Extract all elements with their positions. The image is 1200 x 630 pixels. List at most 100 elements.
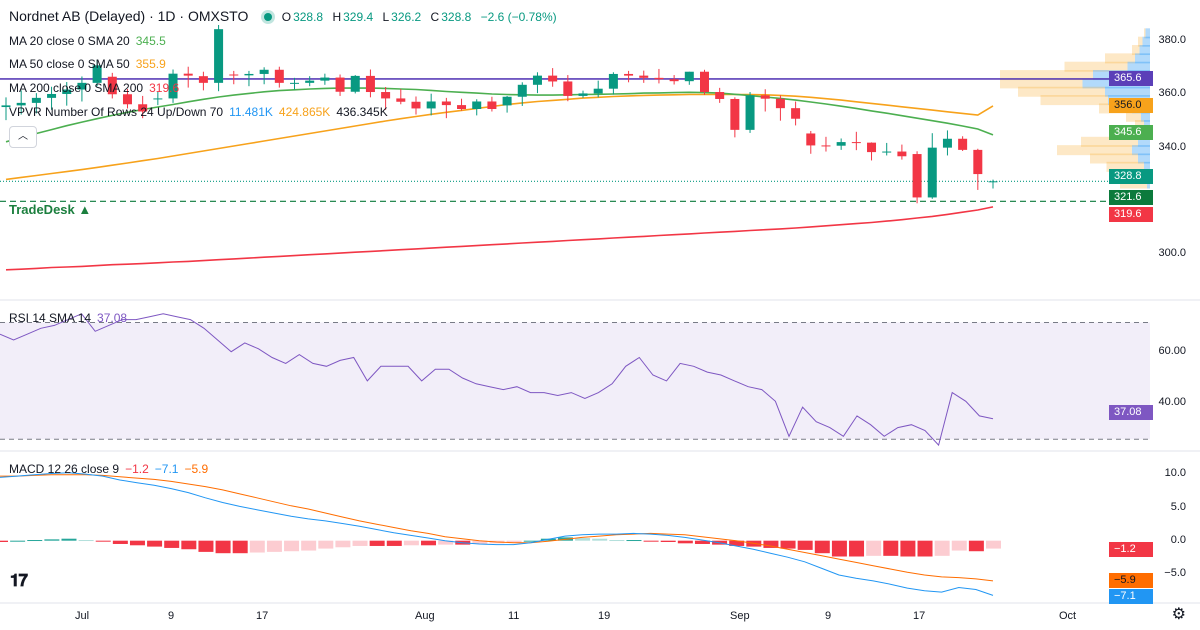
candle-body [973,149,983,175]
ma200-legend-label: MA 200 close 0 SMA 200 [9,81,144,95]
vpvr-legend[interactable]: VPVR Number Of Rows 24 Up/Down 70 11.481K… [9,105,394,119]
tradedesk-label[interactable]: TradeDesk ▲ [9,202,92,217]
candle-body [775,98,785,109]
candle-body [47,93,57,98]
candle-body [305,80,315,83]
candle-body [821,145,831,147]
macd-histogram-bar [78,540,94,542]
x-tick: 11 [508,610,520,622]
candle-body [912,154,922,198]
vpvr-down-bar [1018,86,1105,97]
macd-line-badge: −7.1 [1109,589,1153,604]
ma20-legend[interactable]: MA 20 close 0 SMA 20 345.5 [9,34,172,48]
rsi-legend[interactable]: RSI 14 SMA 14 37.08 [9,311,133,325]
vpvr-down-bar [1081,136,1138,147]
vpvr-down-bar [1000,78,1083,89]
macd-hist-badge: −1.2 [1109,542,1153,557]
vpvr-down-bar [1144,28,1146,39]
candle-body [1,105,11,108]
collapse-legend-button[interactable]: ︿ [9,126,37,148]
price-tick: 380.0 [1158,34,1186,46]
macd-line-legend-value: −7.1 [154,462,179,476]
candle-body [214,29,224,83]
macd-histogram-bar [986,540,1001,549]
candle-body [381,92,391,99]
rsi-band [0,322,1150,440]
candle-body [851,142,861,144]
vpvr-down-bar [1090,153,1138,164]
rsi-tick: 60.00 [1158,345,1186,357]
macd-histogram-bar [266,540,282,552]
macd-legend[interactable]: MACD 12 26 close 9 −1.2 −7.1 −5.9 [9,462,214,476]
vpvr-down-bar [1064,61,1128,72]
candle-body [62,89,72,94]
vpvr-up-bar [1141,111,1150,122]
rsi-legend-label: RSI 14 SMA 14 [9,311,92,325]
macd-histogram-bar [61,538,77,541]
low-label: L [382,10,390,24]
candle-body [988,181,998,183]
macd-histogram-bar [147,540,163,547]
macd-histogram-bar [472,540,488,544]
vpvr-up-bar [1142,36,1150,47]
ma50-legend[interactable]: MA 50 close 0 SMA 50 355.9 [9,57,172,71]
vpvr-down-bar [1105,53,1135,64]
x-tick: 9 [168,610,175,622]
candle-body [153,98,163,100]
candle-body [532,75,542,85]
candle-body [77,82,87,90]
vpvr-up-bar [1132,145,1150,156]
macd-histogram-bar [438,540,454,545]
candle-body [31,97,41,103]
ma200-legend[interactable]: MA 200 close 0 SMA 200 319.6 [9,81,185,95]
candle-body [548,75,558,82]
candle-body [806,133,816,146]
macd-histogram-bar [421,540,437,546]
macd-histogram-bar [249,540,265,553]
price-badge-ma50: 356.0 [1109,98,1153,113]
macd-histogram-bar [968,540,984,552]
candle-body [502,96,512,106]
macd-histogram-bar [284,540,300,552]
vpvr-down-bar [1126,111,1141,122]
settings-gear-icon[interactable]: ⚙ [1171,606,1186,623]
ma200-line [5,206,994,271]
x-tick: 17 [256,610,269,622]
macd-histogram-bar [694,540,710,544]
macd-histogram-bar [112,540,128,544]
macd-histogram-bar [660,540,676,542]
candle-body [259,69,269,74]
macd-histogram-bar [763,540,779,548]
macd-histogram-bar [609,540,625,542]
candle-body [244,73,254,76]
vpvr-up-bar [1127,61,1150,72]
price-tick: 360.0 [1158,87,1186,99]
macd-line [0,472,994,596]
symbol-title[interactable]: Nordnet AB (Delayed) · 1D · OMXSTO [9,8,249,24]
macd-histogram-bar [780,540,796,549]
macd-histogram-bar [403,540,419,546]
macd-signal-badge: −5.9 [1109,573,1153,588]
ma20-legend-label: MA 20 close 0 SMA 20 [9,34,130,48]
x-tick: Jul [75,610,90,622]
candle-body [487,101,497,109]
macd-histogram-bar [677,540,693,544]
vpvr-down-bar [1132,45,1140,56]
candle-body [958,138,968,150]
vpvr-down-bar [1000,70,1093,81]
candle-body [517,84,527,97]
ma50-legend-value: 355.9 [135,57,166,71]
x-tick: 17 [913,610,926,622]
macd-histogram-bar [0,540,8,542]
macd-histogram-bar [44,539,60,541]
macd-histogram-bar [181,540,197,550]
macd-tick: 5.0 [1170,501,1186,513]
candle-body [639,75,649,78]
vpvr-down-bar [1138,36,1143,47]
price-tick: 340.0 [1158,141,1186,153]
tradingview-logo[interactable]: 𝟏𝟕 [10,571,28,590]
vpvr-down-bar [1106,161,1144,172]
macd-histogram-bar [797,540,813,550]
low-value: 326.2 [391,10,422,24]
